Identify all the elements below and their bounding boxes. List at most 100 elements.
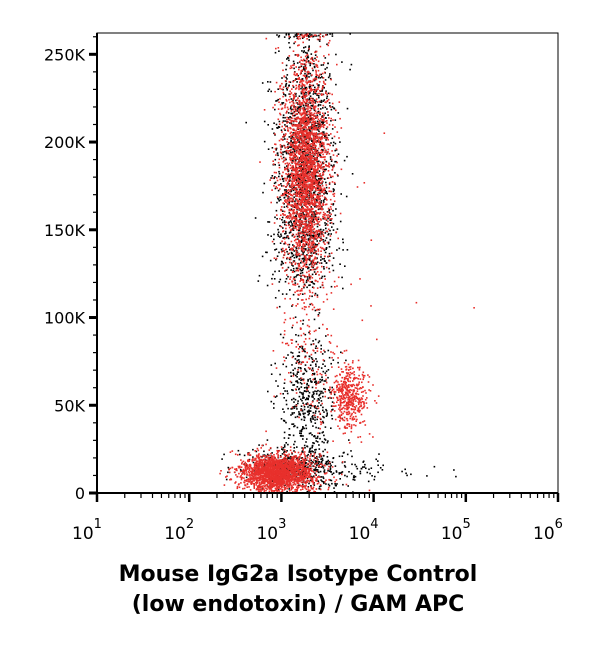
data-point — [307, 166, 309, 169]
data-point — [302, 183, 305, 185]
data-point — [303, 165, 305, 167]
data-point — [293, 186, 295, 189]
data-point — [295, 102, 298, 104]
data-point — [303, 113, 305, 115]
data-point — [298, 229, 300, 232]
data-point — [350, 472, 353, 475]
data-point — [292, 389, 294, 392]
data-point — [328, 53, 330, 56]
data-point — [353, 475, 355, 477]
data-point — [324, 243, 326, 245]
data-point — [326, 216, 329, 218]
data-point — [327, 397, 330, 399]
data-point — [313, 268, 315, 271]
data-point — [304, 350, 306, 353]
data-point — [318, 199, 320, 201]
data-point — [330, 471, 332, 473]
data-point — [327, 220, 329, 223]
data-point — [300, 154, 303, 156]
data-point — [349, 68, 351, 71]
data-point — [290, 213, 292, 216]
data-point — [322, 477, 325, 480]
data-point — [291, 172, 294, 175]
data-point — [316, 266, 319, 269]
data-point — [298, 285, 300, 288]
data-point — [294, 154, 296, 157]
data-point — [315, 149, 317, 151]
data-point — [296, 158, 298, 160]
data-point — [291, 453, 293, 455]
data-point — [305, 89, 308, 91]
data-point — [310, 463, 313, 465]
data-point — [311, 214, 314, 216]
data-point — [291, 281, 293, 283]
data-point — [287, 56, 289, 59]
data-point — [310, 269, 313, 271]
data-point — [319, 378, 321, 381]
data-point — [314, 174, 316, 177]
data-point — [291, 413, 294, 415]
data-point — [318, 174, 321, 176]
data-point — [322, 239, 324, 241]
data-point — [335, 160, 337, 163]
data-point — [299, 125, 301, 127]
data-point — [316, 136, 318, 138]
data-point — [297, 289, 299, 292]
data-point — [282, 214, 285, 216]
data-point — [298, 77, 300, 79]
data-point — [302, 129, 305, 131]
data-point — [309, 249, 311, 251]
data-point — [276, 255, 279, 257]
data-point — [310, 343, 312, 346]
data-point — [297, 402, 299, 405]
data-point — [293, 158, 296, 161]
data-point — [326, 93, 328, 96]
data-point — [318, 96, 320, 99]
data-point — [331, 461, 334, 463]
data-point — [314, 390, 316, 392]
data-point — [282, 116, 284, 119]
data-point — [284, 214, 286, 216]
data-point — [323, 71, 326, 74]
data-point — [296, 74, 298, 77]
data-point — [326, 100, 329, 102]
data-point — [319, 113, 321, 116]
data-point — [296, 108, 299, 110]
data-point — [319, 208, 321, 210]
data-point — [297, 366, 300, 369]
data-point — [375, 458, 377, 461]
data-point — [426, 475, 428, 477]
data-point — [305, 223, 308, 226]
data-point — [307, 93, 310, 96]
data-point — [273, 257, 276, 259]
data-point — [282, 447, 285, 449]
data-point — [278, 101, 280, 103]
data-point — [301, 37, 304, 39]
data-point — [298, 175, 301, 178]
data-point — [316, 88, 318, 91]
data-point — [301, 155, 303, 158]
data-point — [299, 255, 301, 257]
data-point — [282, 202, 285, 204]
data-point — [290, 194, 292, 197]
data-point — [281, 157, 283, 160]
data-point — [315, 440, 318, 442]
data-point — [325, 135, 328, 137]
data-point — [306, 77, 308, 79]
data-point — [325, 227, 327, 230]
data-point — [344, 474, 346, 477]
data-point — [288, 150, 290, 152]
data-point — [344, 461, 346, 463]
data-point — [327, 76, 330, 79]
data-point — [320, 259, 322, 261]
data-point — [301, 83, 304, 86]
data-point — [310, 173, 312, 176]
data-point — [319, 231, 321, 233]
data-point — [304, 412, 306, 415]
data-point — [321, 86, 324, 89]
data-point — [291, 182, 294, 184]
data-point — [309, 410, 311, 412]
data-point — [308, 118, 310, 120]
data-point — [329, 235, 332, 237]
data-point — [304, 114, 306, 117]
